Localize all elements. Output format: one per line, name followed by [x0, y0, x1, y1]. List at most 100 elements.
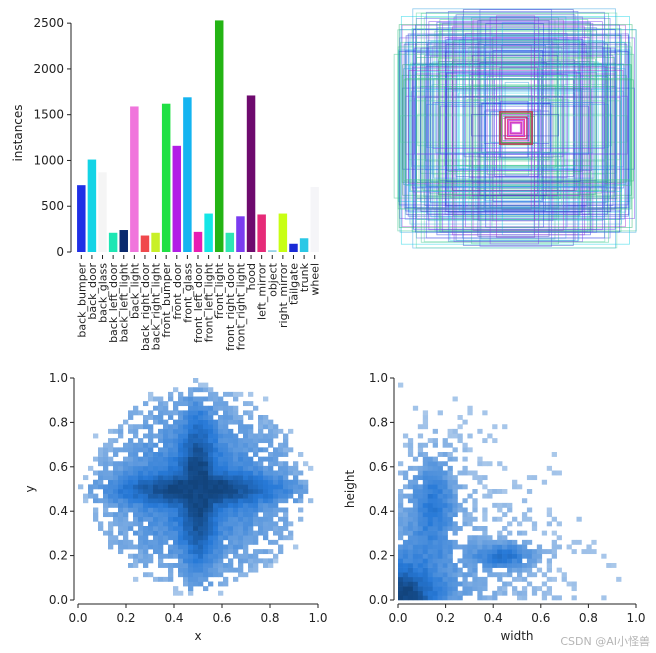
heat-cell	[447, 563, 453, 568]
x-tick-label: 0.6	[212, 611, 231, 625]
bounding-box	[408, 70, 624, 184]
x-tick-label: 1.0	[308, 611, 327, 625]
heat-cell	[213, 530, 219, 536]
heat-cell	[273, 433, 279, 439]
heat-cell	[143, 549, 149, 555]
heat-cell	[432, 428, 438, 434]
heat-cell	[482, 410, 488, 416]
heat-cell	[467, 405, 473, 411]
heat-cell	[437, 567, 443, 573]
heat-cell	[526, 553, 533, 559]
heat-cell	[198, 493, 204, 499]
heat-cell	[228, 526, 234, 531]
heat-cell	[268, 563, 274, 568]
heat-cell	[283, 521, 289, 527]
heat-cell	[93, 479, 99, 485]
heat-cell	[447, 553, 453, 559]
heat-cell	[223, 410, 229, 416]
heat-cell	[168, 447, 174, 453]
heat-cell	[238, 447, 244, 453]
heat-cell	[452, 502, 458, 508]
heat-cell	[193, 567, 199, 573]
heat-cell	[253, 535, 259, 541]
heat-cell	[198, 516, 204, 522]
heat-cell	[398, 498, 404, 504]
heat-cell	[188, 479, 194, 485]
heat-cell	[402, 507, 409, 513]
heat-cell	[223, 447, 229, 453]
heat-cell	[263, 433, 269, 439]
heat-cell	[128, 452, 134, 457]
heat-cell	[437, 493, 443, 499]
heat-cell	[98, 475, 104, 481]
heat-cell	[133, 544, 139, 550]
heat-cell	[427, 530, 434, 536]
heat-cell	[158, 539, 164, 545]
heat-cell	[133, 558, 139, 564]
heat-cell	[118, 479, 124, 485]
heat-cell	[143, 489, 149, 494]
heat-cell	[447, 549, 453, 555]
heat-cell	[452, 590, 458, 596]
heat-cell	[263, 526, 269, 531]
heat-cell	[497, 590, 503, 596]
heat-cell	[233, 410, 239, 416]
heat-cell	[153, 544, 159, 550]
heat-cell	[213, 493, 219, 499]
y-tick-label: 0.6	[49, 460, 68, 474]
heat-cell	[143, 415, 149, 420]
heat-cell	[108, 442, 114, 448]
heat-cell	[467, 493, 473, 499]
heat-cell	[193, 433, 199, 439]
heat-cell	[228, 484, 234, 490]
heat-cell	[93, 484, 99, 490]
heat-cell	[198, 563, 204, 568]
bounding-box	[420, 47, 612, 212]
heat-cell	[148, 498, 154, 504]
heat-cell	[258, 489, 264, 494]
heat-cell	[188, 586, 194, 592]
heat-cell	[248, 428, 254, 434]
heat-cell	[432, 479, 438, 485]
heat-cell	[143, 558, 149, 564]
heat-cell	[531, 549, 538, 555]
heat-cell	[143, 461, 149, 467]
heat-cell	[507, 581, 513, 587]
heat-cell	[457, 526, 463, 531]
heat-cell	[203, 502, 209, 508]
heat-cell	[118, 498, 124, 504]
heat-cell	[228, 433, 234, 439]
heat-cell	[203, 521, 209, 527]
heat-cell	[183, 489, 189, 494]
heat-cell	[402, 572, 409, 578]
heat-cell	[482, 581, 488, 587]
heat-cell	[143, 452, 149, 457]
heat-cell	[427, 512, 434, 518]
heat-cell	[238, 544, 244, 550]
bounding-box	[427, 39, 604, 222]
heat-cell	[203, 479, 209, 485]
heat-cell	[228, 428, 234, 434]
heat-cell	[427, 563, 434, 568]
heat-cell	[163, 470, 169, 476]
heat-cell	[531, 521, 538, 527]
heat-cell	[248, 410, 254, 416]
heat-cell	[148, 447, 154, 453]
heat-cell	[462, 507, 468, 513]
heat-cell	[188, 391, 194, 397]
heat-cell	[168, 563, 174, 568]
heat-cell	[153, 396, 159, 402]
heat-cell	[103, 507, 109, 513]
heat-cell	[203, 563, 209, 568]
heat-cell	[398, 382, 404, 388]
heat-cell	[218, 433, 224, 439]
heat-cell	[462, 470, 468, 476]
heat-cell	[427, 507, 434, 513]
heat-cell	[477, 475, 483, 481]
heat-cell	[218, 549, 224, 555]
heat-cell	[507, 502, 513, 508]
bounding-box	[444, 86, 591, 166]
heat-cell	[268, 452, 274, 457]
x-tick-label-front_bumper: front_bumper	[160, 263, 173, 338]
heat-cell	[198, 498, 204, 504]
